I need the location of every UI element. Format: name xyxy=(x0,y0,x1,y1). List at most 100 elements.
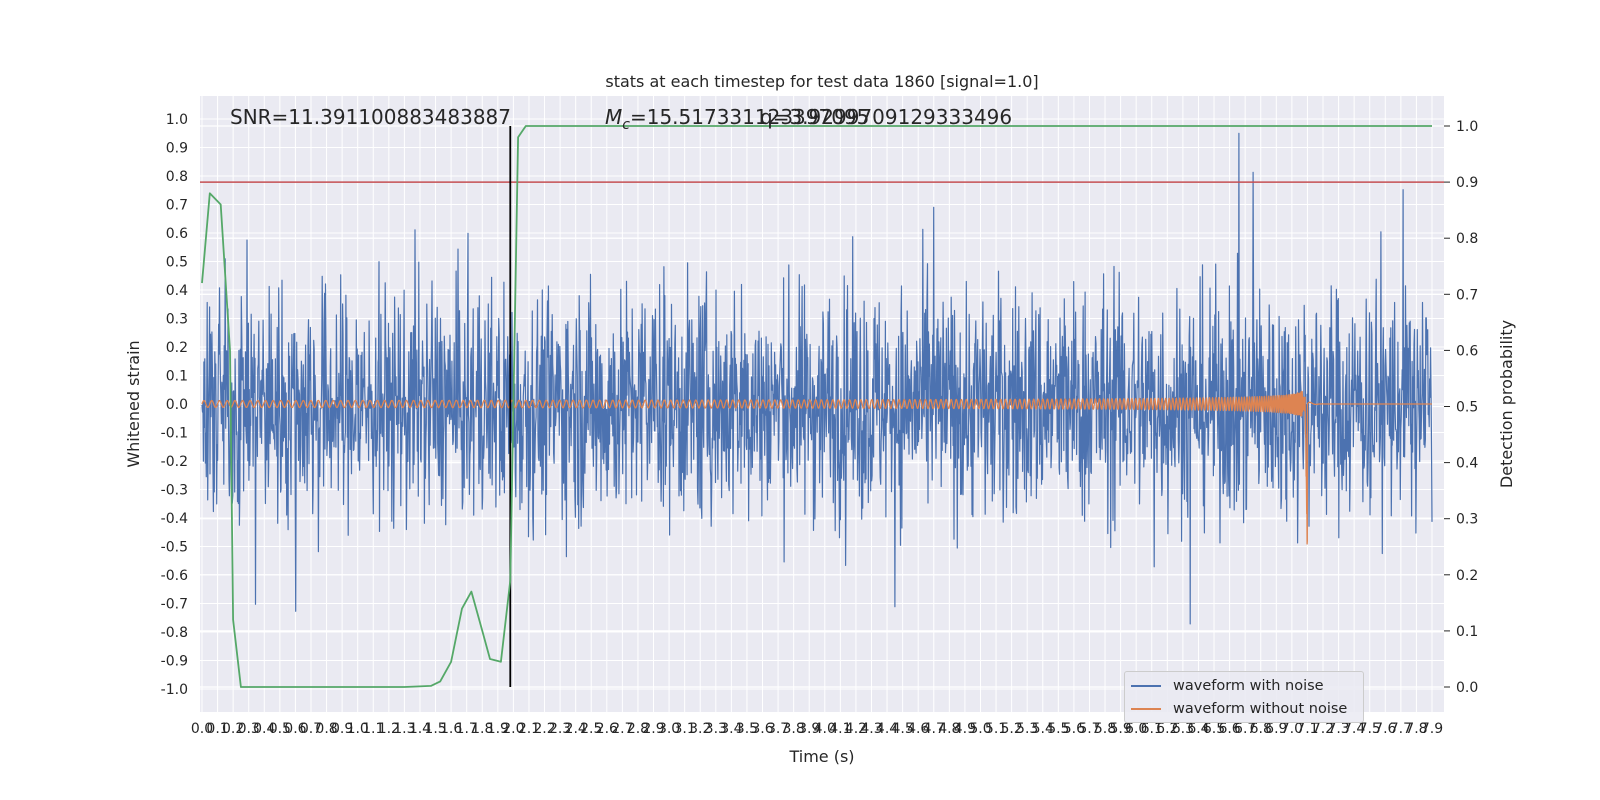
y-tick-label: 1.0 xyxy=(166,112,188,128)
x-tick-label: 3.6 xyxy=(751,721,773,737)
x-tick-label: 3.1 xyxy=(674,721,696,737)
x-tick-label: 7.7 xyxy=(1390,721,1412,737)
y2-tick-label: 0.4 xyxy=(1456,456,1478,472)
y2-tick-label: 0.6 xyxy=(1456,343,1478,359)
x-tick-label: 4.9 xyxy=(954,721,976,737)
x-tick-labels: 0.00.10.20.30.40.50.60.70.80.91.01.11.21… xyxy=(191,721,1443,737)
x-tick-label: 6.4 xyxy=(1187,721,1209,737)
y-tick-label: 0.2 xyxy=(166,340,188,356)
x-tick-label: 4.8 xyxy=(938,721,960,737)
x-tick-label: 2.4 xyxy=(565,721,587,737)
x-tick-label: 6.8 xyxy=(1250,721,1272,737)
x-tick-label: 6.7 xyxy=(1234,721,1256,737)
x-tick-label: 2.7 xyxy=(611,721,633,737)
x-tick-label: 4.0 xyxy=(814,721,836,737)
x-tick-label: 3.3 xyxy=(705,721,727,737)
x-tick-label: 6.6 xyxy=(1218,721,1240,737)
x-tick-label: 3.4 xyxy=(720,721,742,737)
x-tick-label: 7.0 xyxy=(1281,721,1303,737)
x-tick-label: 5.7 xyxy=(1078,721,1100,737)
x-tick-label: 0.4 xyxy=(253,721,275,737)
legend: waveform with noise waveform without noi… xyxy=(1124,671,1364,723)
probability-line xyxy=(201,125,1432,688)
snr-annotation: SNR=11.391100883483887 xyxy=(230,105,511,129)
x-tick-label: 4.7 xyxy=(923,721,945,737)
x-axis-label: Time (s) xyxy=(788,747,854,766)
x-tick-label: 7.9 xyxy=(1421,721,1443,737)
x-tick-label: 7.2 xyxy=(1312,721,1334,737)
y2-tick-label: 0.9 xyxy=(1456,175,1478,191)
y-tick-label: -0.9 xyxy=(161,654,188,670)
y-tick-label: -0.6 xyxy=(161,568,188,584)
x-tick-label: 6.5 xyxy=(1203,721,1225,737)
x-tick-label: 3.5 xyxy=(736,721,758,737)
x-tick-label: 2.0 xyxy=(502,721,524,737)
x-tick-label: 5.8 xyxy=(1094,721,1116,737)
x-tick-label: 2.6 xyxy=(596,721,618,737)
y-tick-label: 0.3 xyxy=(166,312,188,328)
x-tick-label: 5.5 xyxy=(1047,721,1069,737)
x-tick-label: 1.6 xyxy=(440,721,462,737)
x-tick-label: 3.9 xyxy=(798,721,820,737)
x-tick-label: 1.4 xyxy=(409,721,431,737)
x-tick-label: 4.3 xyxy=(860,721,882,737)
x-tick-label: 7.4 xyxy=(1343,721,1365,737)
y-tick-label: 0.7 xyxy=(166,198,188,214)
x-tick-label: 4.5 xyxy=(892,721,914,737)
x-tick-label: 5.9 xyxy=(1109,721,1131,737)
x-tick-label: 6.1 xyxy=(1141,721,1163,737)
legend-swatch-blue xyxy=(1131,685,1161,687)
chirp-mass-value: =15.517331123397095 xyxy=(630,105,869,129)
x-tick-label: 1.0 xyxy=(347,721,369,737)
x-tick-label: 7.6 xyxy=(1374,721,1396,737)
x-tick-label: 5.2 xyxy=(1000,721,1022,737)
x-tick-label: 1.1 xyxy=(362,721,384,737)
x-tick-label: 4.2 xyxy=(845,721,867,737)
y-tick-label: -0.7 xyxy=(161,597,188,613)
y-tick-label: -0.3 xyxy=(161,483,188,499)
x-tick-label: 7.3 xyxy=(1327,721,1349,737)
y-tick-label: -0.8 xyxy=(161,625,188,641)
x-tick-label: 6.9 xyxy=(1265,721,1287,737)
x-tick-label: 4.4 xyxy=(876,721,898,737)
chart-title: stats at each timestep for test data 186… xyxy=(605,72,1038,91)
y2-tick-label: 0.1 xyxy=(1456,624,1478,640)
x-tick-label: 2.1 xyxy=(518,721,540,737)
chirp-mass-subscript: c xyxy=(622,117,630,133)
x-tick-label: 1.5 xyxy=(424,721,446,737)
x-tick-label: 3.0 xyxy=(658,721,680,737)
x-tick-label: 6.3 xyxy=(1172,721,1194,737)
y-tick-label: 0.9 xyxy=(166,141,188,157)
x-tick-label: 0.8 xyxy=(315,721,337,737)
x-tick-label: 6.0 xyxy=(1125,721,1147,737)
x-tick-label: 0.7 xyxy=(300,721,322,737)
legend-item-waveform-without-noise: waveform without noise xyxy=(1131,699,1347,719)
y-tick-labels: 1.0 0.9 0.8 0.7 0.6 0.5 0.4 0.3 0.2 0.1 0.0 -0.1 -0.… xyxy=(161,112,188,698)
x-tick-label: 2.5 xyxy=(580,721,602,737)
x-tick-label: 0.2 xyxy=(222,721,244,737)
x-tick-label: 0.5 xyxy=(269,721,291,737)
y-tick-label: -0.1 xyxy=(161,426,188,442)
x-tick-label: 7.1 xyxy=(1296,721,1318,737)
x-tick-label: 2.3 xyxy=(549,721,571,737)
y2-tick-label: 0.2 xyxy=(1456,568,1478,584)
y2-tick-label: 0.3 xyxy=(1456,512,1478,528)
x-tick-label: 0.3 xyxy=(238,721,260,737)
legend-item-waveform-with-noise: waveform with noise xyxy=(1131,676,1324,696)
legend-label: waveform without noise xyxy=(1173,701,1348,717)
legend-swatch-orange xyxy=(1131,708,1161,710)
y2-tick-label: 0.0 xyxy=(1456,680,1478,696)
x-tick-label: 4.6 xyxy=(907,721,929,737)
y-tick-label: -0.2 xyxy=(161,454,188,470)
y-tick-label: 0.5 xyxy=(166,255,188,271)
y-tick-label: 0.8 xyxy=(166,169,188,185)
y-tick-label: -0.5 xyxy=(161,540,188,556)
mass-ratio-annotation: q=3.9299709129333496 xyxy=(760,105,1012,129)
x-tick-label: 3.2 xyxy=(689,721,711,737)
x-tick-label: 2.8 xyxy=(627,721,649,737)
series-waveform-without-noise xyxy=(201,390,1433,545)
x-tick-label: 1.9 xyxy=(487,721,509,737)
y2-tick-label: 0.7 xyxy=(1456,287,1478,303)
x-tick-label: 2.2 xyxy=(533,721,555,737)
